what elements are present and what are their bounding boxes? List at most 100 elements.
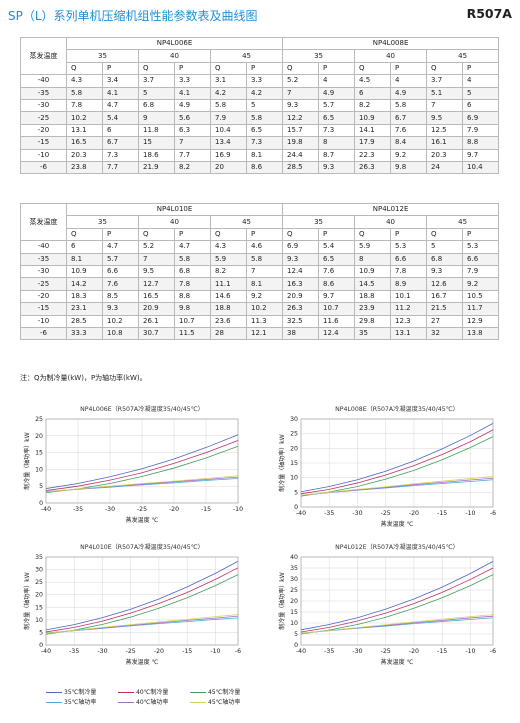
value-cell: 23.8 [66, 160, 103, 175]
value-cell: 16.9 [210, 148, 247, 162]
value-cell: 20.3 [426, 148, 464, 162]
value-cell: 16.5 [138, 289, 175, 304]
value-cell: 19.8 [282, 136, 320, 150]
value-cell: 10.4 [210, 123, 247, 138]
value-cell: 16.5 [66, 136, 103, 150]
value-cell: 10.4 [462, 160, 500, 175]
legend-label: 45℃轴功率 [208, 699, 241, 706]
legend-swatch [46, 692, 62, 693]
value-cell: 26.3 [282, 302, 320, 316]
value-cell: 9.8 [174, 302, 211, 316]
table-note: 注：Q为制冷量(kW)，P为轴功率(kW)。 [20, 374, 147, 382]
x-tick-label: -20 [409, 510, 419, 517]
value-cell: 14.6 [210, 289, 247, 304]
series-line-6 [45, 614, 239, 634]
value-cell: 5 [138, 86, 175, 100]
p-column-header: P [462, 61, 500, 76]
table-row: -6 33.3 10.8 30.7 11.5 28 12.1 38 12.4 35 13.1 32 13… [20, 326, 500, 341]
value-cell: 4.3 [66, 74, 103, 88]
value-cell: 6.6 [462, 252, 500, 266]
value-cell: 10.7 [174, 314, 211, 328]
legend-item: 40℃轴功率 [118, 697, 168, 706]
value-cell: 6.3 [174, 123, 211, 138]
value-cell: 7 [174, 136, 211, 150]
value-cell: 23.6 [210, 314, 247, 328]
value-cell: 5.3 [390, 240, 428, 254]
table-row: -40 6 4.7 5.2 4.7 4.3 4.6 6.9 5.4 5.9 5.3 5 5.3 [20, 240, 500, 254]
value-cell: 10.7 [318, 302, 356, 316]
value-cell: 6.8 [138, 98, 175, 113]
value-cell: 4.1 [174, 86, 211, 100]
legend-label: 45℃制冷量 [208, 689, 241, 696]
y-tick-label: 25 [290, 587, 298, 594]
value-cell: 32.5 [282, 314, 320, 328]
value-cell: 4.2 [245, 86, 284, 100]
value-cell: 7.3 [102, 148, 139, 162]
x-tick-label: -40 [41, 506, 51, 513]
value-cell: 10.9 [354, 111, 392, 125]
value-cell: 4.7 [174, 240, 211, 254]
value-cell: 11.6 [318, 314, 356, 328]
value-cell: 7.9 [462, 123, 500, 138]
y-tick-label: 10 [35, 617, 43, 624]
value-cell: 9.2 [390, 148, 428, 162]
legend-swatch [190, 692, 206, 693]
chart-title: NP4L006E（R507A冷凝温度35/40/45℃） [80, 405, 204, 413]
series-line-3 [45, 574, 239, 635]
evap-temp-cell: -6 [20, 326, 67, 341]
value-cell: 6.9 [282, 240, 320, 254]
value-cell: 10.2 [66, 111, 103, 125]
series-line-6 [45, 475, 239, 493]
cond-temp-header: 45 [426, 215, 500, 229]
y-tick-label: 20 [35, 592, 43, 599]
q-column-header: Q [426, 61, 464, 76]
table-row: -10 20.3 7.3 18.6 7.7 16.9 8.1 24.4 8.7 22.3 9.2 20… [20, 148, 500, 162]
value-cell: 4.9 [318, 86, 356, 100]
plot-frame [300, 418, 494, 508]
value-cell: 12.6 [426, 277, 464, 291]
value-cell: 9.3 [282, 252, 320, 266]
value-cell: 7.9 [462, 264, 500, 279]
value-cell: 5.8 [245, 252, 284, 266]
value-cell: 9.3 [102, 302, 139, 316]
legend-label: 40℃制冷量 [136, 689, 169, 696]
value-cell: 7 [426, 98, 464, 113]
value-cell: 6 [462, 98, 500, 113]
value-cell: 5.2 [138, 240, 175, 254]
value-cell: 12.7 [138, 277, 175, 291]
table-row: -15 16.5 6.7 15 7 13.4 7.3 19.8 8 17.9 8.4 16.1 8.8 [20, 136, 500, 150]
value-cell: 15.7 [282, 123, 320, 138]
table-row: -20 18.3 8.5 16.5 8.8 14.6 9.2 20.9 9.7 18.8 10.1 1… [20, 289, 500, 304]
x-tick-label: -40 [296, 648, 306, 655]
evap-temp-header: 蒸发温度 [20, 36, 67, 76]
series-line-1 [45, 560, 239, 631]
value-cell: 30.7 [138, 326, 175, 341]
value-cell: 4.6 [245, 240, 284, 254]
value-cell: 8.2 [210, 264, 247, 279]
value-cell: 18.6 [138, 148, 175, 162]
value-cell: 9 [138, 111, 175, 125]
value-cell: 10.9 [66, 264, 103, 279]
value-cell: 7.6 [390, 123, 428, 138]
x-tick-label: -15 [437, 648, 447, 655]
value-cell: 13.8 [462, 326, 500, 341]
value-cell: 12.5 [426, 123, 464, 138]
y-tick-label: 5 [39, 483, 43, 490]
value-cell: 4 [462, 74, 500, 88]
series-line-2 [300, 429, 494, 495]
evap-temp-cell: -35 [20, 252, 67, 266]
series-line-2 [45, 567, 239, 633]
value-cell: 12.4 [282, 264, 320, 279]
y-tick-label: 0 [39, 500, 43, 507]
y-tick-label: 25 [35, 579, 43, 586]
value-cell: 20.3 [66, 148, 103, 162]
p-column-header: P [318, 227, 356, 242]
value-cell: 9.5 [426, 111, 464, 125]
value-cell: 3.7 [138, 74, 175, 88]
y-tick-label: 5 [294, 631, 298, 638]
value-cell: 8.1 [66, 252, 103, 266]
value-cell: 8.6 [245, 160, 284, 175]
y-tick-label: 30 [35, 567, 43, 574]
series-line-3 [300, 574, 494, 635]
series-line-4 [45, 617, 239, 634]
